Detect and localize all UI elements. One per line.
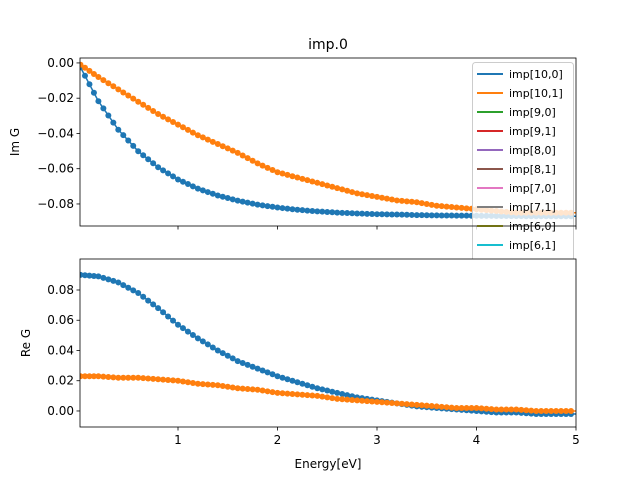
y-tick-label: 0.00 <box>47 56 74 70</box>
y-axis-label-re: Re G <box>19 329 33 357</box>
x-tick-label: 2 <box>274 433 282 447</box>
x-axis-label: Energy[eV] <box>295 457 362 471</box>
legend-label: imp[8,0] <box>509 144 556 157</box>
im-g-axes: 0.00−0.02−0.04−0.06−0.08imp[10,0]imp[10,… <box>37 56 577 278</box>
y-tick-label: 0.08 <box>47 283 74 297</box>
legend-label: imp[9,1] <box>509 125 556 138</box>
y-tick-label: 0.06 <box>47 313 74 327</box>
legend-label: imp[10,0] <box>509 68 563 81</box>
y-tick-label: −0.04 <box>37 126 74 140</box>
y-axis-label-im: Im G <box>8 128 22 156</box>
legend-label: imp[9,0] <box>509 106 556 119</box>
x-tick-label: 3 <box>373 433 381 447</box>
re-g-axes: 0.08 0.06 0.04 0.02 0.00 1 2 3 4 5 <box>47 258 580 447</box>
y-tick-label: 0.02 <box>47 374 74 388</box>
y-tick-label: −0.08 <box>37 197 74 211</box>
plot-area <box>80 259 576 427</box>
legend-label: imp[8,1] <box>509 163 556 176</box>
legend-label: imp[6,1] <box>509 239 556 252</box>
axes-frame <box>79 57 577 227</box>
x-tick-label: 5 <box>572 433 580 447</box>
x-tick-label: 4 <box>473 433 481 447</box>
axes-frame <box>79 258 577 428</box>
y-tick-label: −0.02 <box>37 91 74 105</box>
legend-label: imp[6,0] <box>509 220 556 233</box>
y-tick-label: −0.06 <box>37 162 74 176</box>
series-line-imp[10,1] <box>80 375 576 412</box>
series-group <box>80 271 576 417</box>
x-tick-label: 1 <box>174 433 182 447</box>
series-line-imp[10,0] <box>80 274 576 415</box>
legend-label: imp[10,1] <box>509 87 563 100</box>
y-tick-label: 0.04 <box>47 343 74 357</box>
legend-label: imp[7,1] <box>509 201 556 214</box>
chart-title: imp.0 <box>308 37 348 53</box>
legend-label: imp[7,0] <box>509 182 556 195</box>
legend: imp[10,0] imp[10,1] imp[9,0] imp[9,1] imp[8,… <box>472 62 574 278</box>
y-tick-label: 0.00 <box>47 404 74 418</box>
